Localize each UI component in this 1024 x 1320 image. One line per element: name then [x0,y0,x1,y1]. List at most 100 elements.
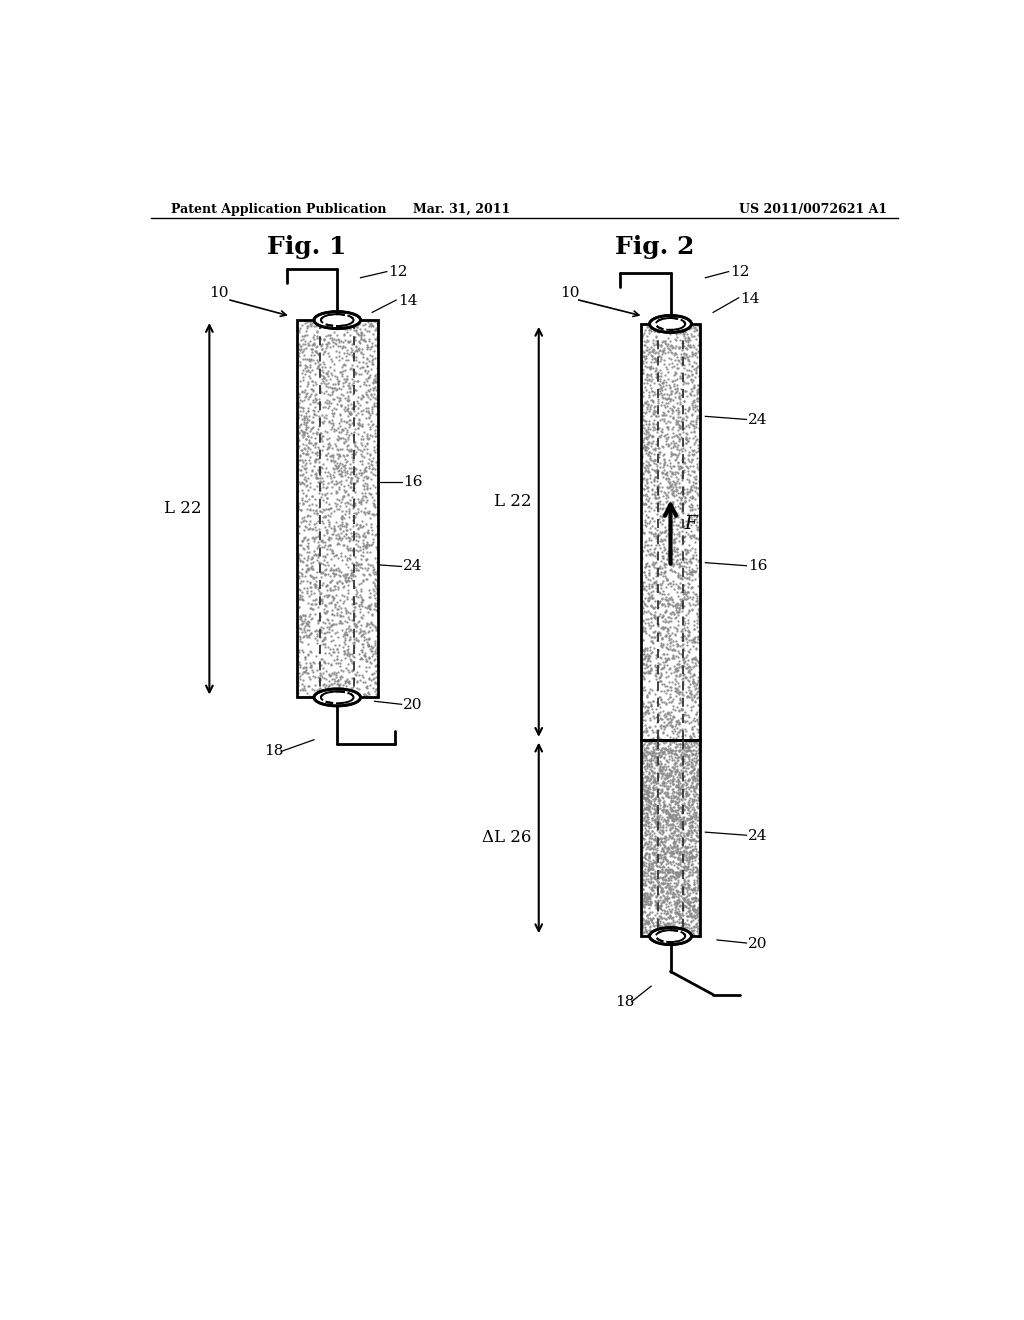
Point [349,424,366,445]
Point [342,560,358,581]
Point [667,919,683,940]
Point [364,403,380,424]
Point [676,667,692,688]
Point [658,570,675,591]
Point [635,616,651,638]
Point [635,870,651,891]
Point [663,762,679,783]
Point [304,434,321,455]
Point [641,589,657,610]
Point [663,799,679,820]
Point [682,829,698,850]
Point [683,651,699,672]
Point [666,548,682,569]
Point [689,457,706,478]
Point [675,760,691,781]
Point [676,869,692,890]
Point [367,364,383,385]
Point [324,668,340,689]
Point [640,609,656,630]
Point [665,836,681,857]
Point [328,665,344,686]
Point [667,817,683,838]
Point [660,416,677,437]
Point [354,536,371,557]
Point [358,478,375,499]
Point [301,387,317,408]
Point [636,900,652,921]
Point [343,473,359,494]
Point [637,913,653,935]
Point [691,871,708,892]
Point [677,912,693,933]
Point [646,449,663,470]
Point [681,748,697,770]
Point [291,499,307,520]
Point [687,830,703,851]
Point [678,867,694,888]
Point [643,643,659,664]
Point [296,527,312,548]
Point [666,774,682,795]
Point [684,499,700,520]
Point [640,462,656,483]
Point [301,495,317,516]
Point [657,343,674,364]
Point [655,652,672,673]
Point [649,726,666,747]
Point [666,887,682,908]
Point [337,647,353,668]
Point [665,814,681,836]
Point [678,411,694,432]
Point [637,916,653,937]
Point [329,622,345,643]
Point [308,587,325,609]
Point [359,413,376,434]
Point [634,492,650,513]
Point [329,333,345,354]
Point [641,734,657,755]
Point [672,859,688,880]
Point [652,847,669,869]
Point [668,425,684,446]
Point [657,904,674,925]
Point [641,368,657,389]
Point [349,553,366,574]
Point [650,591,667,612]
Point [662,908,678,929]
Point [643,678,659,700]
Point [677,380,693,401]
Point [683,924,699,945]
Point [357,492,374,513]
Point [641,799,657,820]
Point [369,599,385,620]
Point [658,873,675,894]
Point [314,440,331,461]
Point [646,851,663,873]
Point [325,541,341,562]
Point [671,643,687,664]
Point [654,760,671,781]
Point [339,624,355,645]
Point [330,428,346,449]
Point [680,445,696,466]
Point [680,430,696,451]
Point [296,507,312,528]
Point [647,524,664,545]
Point [647,348,664,370]
Point [354,346,371,367]
Point [657,846,674,867]
Point [657,649,674,671]
Point [680,612,696,634]
Point [678,775,694,796]
Text: 16: 16 [748,560,768,573]
Point [687,883,703,904]
Point [684,562,700,583]
Point [672,682,688,704]
Point [672,393,688,414]
Point [367,347,383,368]
Point [319,473,336,494]
Point [642,779,658,800]
Point [683,912,699,933]
Point [669,636,685,657]
